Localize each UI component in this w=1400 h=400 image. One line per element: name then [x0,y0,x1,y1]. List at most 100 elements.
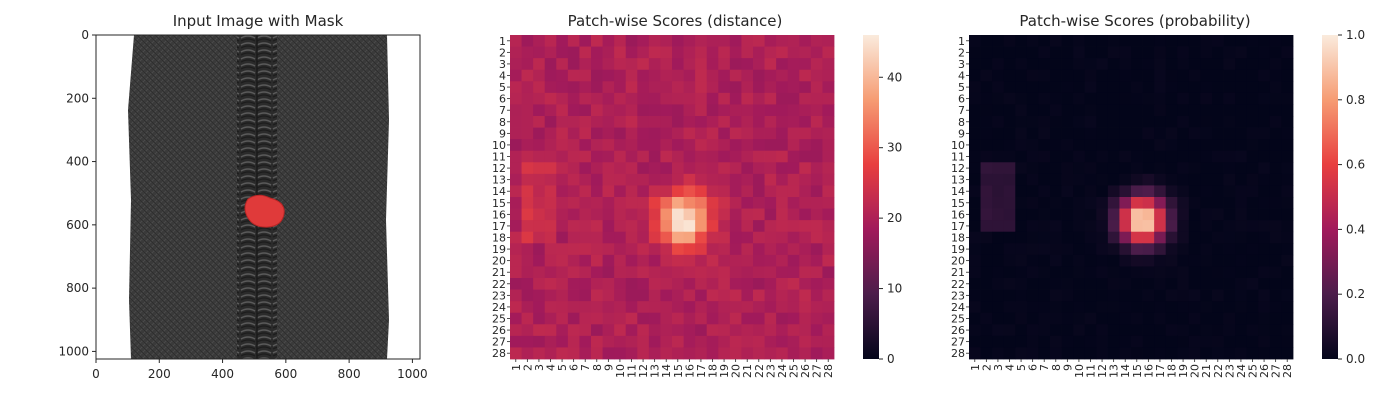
heatmap-cell [1061,266,1074,279]
heatmap-cell [1119,254,1132,267]
heatmap-cell [556,231,569,244]
heatmap-cell [637,289,650,302]
heatmap-cell [787,324,800,337]
heatmap-cell [980,301,993,314]
heatmap-cell [1246,312,1259,325]
heatmap-cell [787,254,800,267]
heatmap-cell [1015,197,1028,209]
heatmap-cell [591,162,603,175]
heatmap-cell [718,162,731,175]
heatmap-cell [1188,324,1201,337]
heatmap-cell [776,46,789,59]
heatmap-cell [1154,231,1167,244]
heatmap-cell [1223,324,1236,337]
heatmap-cell [822,335,835,348]
heatmap-cell [648,81,661,94]
heatmap-cell [510,81,522,94]
heatmap-cell [718,81,731,94]
heatmap-cell [683,266,696,279]
heatmap-cell [1212,254,1224,267]
heatmap-cell [776,220,789,233]
col-tick-label: 19 [718,364,731,378]
heatmap-cell [1188,81,1201,94]
heatmap-cell [980,139,993,152]
heatmap-cell [1212,324,1224,337]
heatmap-cell [1003,254,1016,267]
row-tick-label: 12 [492,162,506,175]
col-tick-label: 3 [533,364,546,371]
heatmap-cell [753,312,765,325]
heatmap-cell [1142,81,1155,94]
heatmap-cell [567,69,580,82]
row-tick-label: 11 [492,151,506,164]
heatmap-cell [1269,81,1282,94]
heatmap-cell [1246,254,1259,267]
heatmap-cell [980,231,993,244]
heatmap-cell [1200,231,1213,244]
heatmap-cell [822,231,835,244]
heatmap-cell [695,185,708,198]
heatmap-cell [521,254,534,267]
heatmap-cell [544,46,557,59]
heatmap-cell [980,81,993,94]
heatmap-cell [980,312,993,325]
heatmap-cell [992,335,1005,348]
heatmap-cell [533,220,546,233]
heatmap-cell [672,104,684,117]
heatmap-cell [1026,278,1039,290]
heatmap-cell [1142,104,1155,117]
heatmap-cell [1200,335,1213,348]
heatmap-cell [567,150,580,163]
heatmap-cell [1096,208,1109,221]
heatmap-cell [683,301,696,314]
heatmap-cell [1246,197,1259,209]
heatmap-cell [822,162,835,175]
heatmap-cell [1200,220,1213,233]
heatmap-cell [729,254,742,267]
heatmap-cell [1119,301,1132,314]
heatmap-cell [625,208,638,221]
heatmap-cell [1154,58,1167,71]
heatmap-cell [992,81,1005,94]
heatmap-cell [579,162,592,175]
heatmap-cell [799,81,812,94]
colorbar-tick-label: 0.2 [1346,287,1365,301]
colorbar-tick-label: 0.0 [1346,352,1365,366]
heatmap-cell [1223,185,1236,198]
heatmap-cell [614,46,627,59]
heatmap-cell [799,208,812,221]
heatmap-cell [1165,335,1178,348]
heatmap-cell [822,220,835,233]
col-tick-label: 12 [1096,364,1109,378]
heatmap-cell [1050,324,1062,337]
heatmap-cell [799,69,812,82]
heatmap-cell [1223,46,1236,59]
col-tick-label: 27 [811,364,824,378]
heatmap-cell [1107,162,1120,175]
heatmap-cell [1084,116,1097,128]
heatmap-cell [683,58,696,71]
heatmap-cell [1246,266,1259,279]
heatmap-cell [787,116,800,128]
heatmap-cell [753,278,765,290]
heatmap-cell [544,104,557,117]
heatmap-cell [637,254,650,267]
heatmap-cell [992,197,1005,209]
heatmap-cell [567,243,580,256]
heatmap-cell [1003,35,1016,47]
heatmap-cell [787,335,800,348]
heatmap-cell [1107,185,1120,198]
heatmap-cell [625,162,638,175]
heatmap-cell [1061,220,1074,233]
heatmap-cell [1107,69,1120,82]
heatmap-cell [1281,104,1294,117]
heatmap-cell [1131,266,1143,279]
heatmap-cell [992,243,1005,256]
heatmap-cell [1246,220,1259,233]
distance-heatmap-col-labels: 1234567891011121314151617181920212223242… [510,359,835,378]
heatmap-cell [1246,347,1259,360]
heatmap-cell [521,185,534,198]
heatmap-cell [1165,278,1178,290]
heatmap-cell [729,278,742,290]
